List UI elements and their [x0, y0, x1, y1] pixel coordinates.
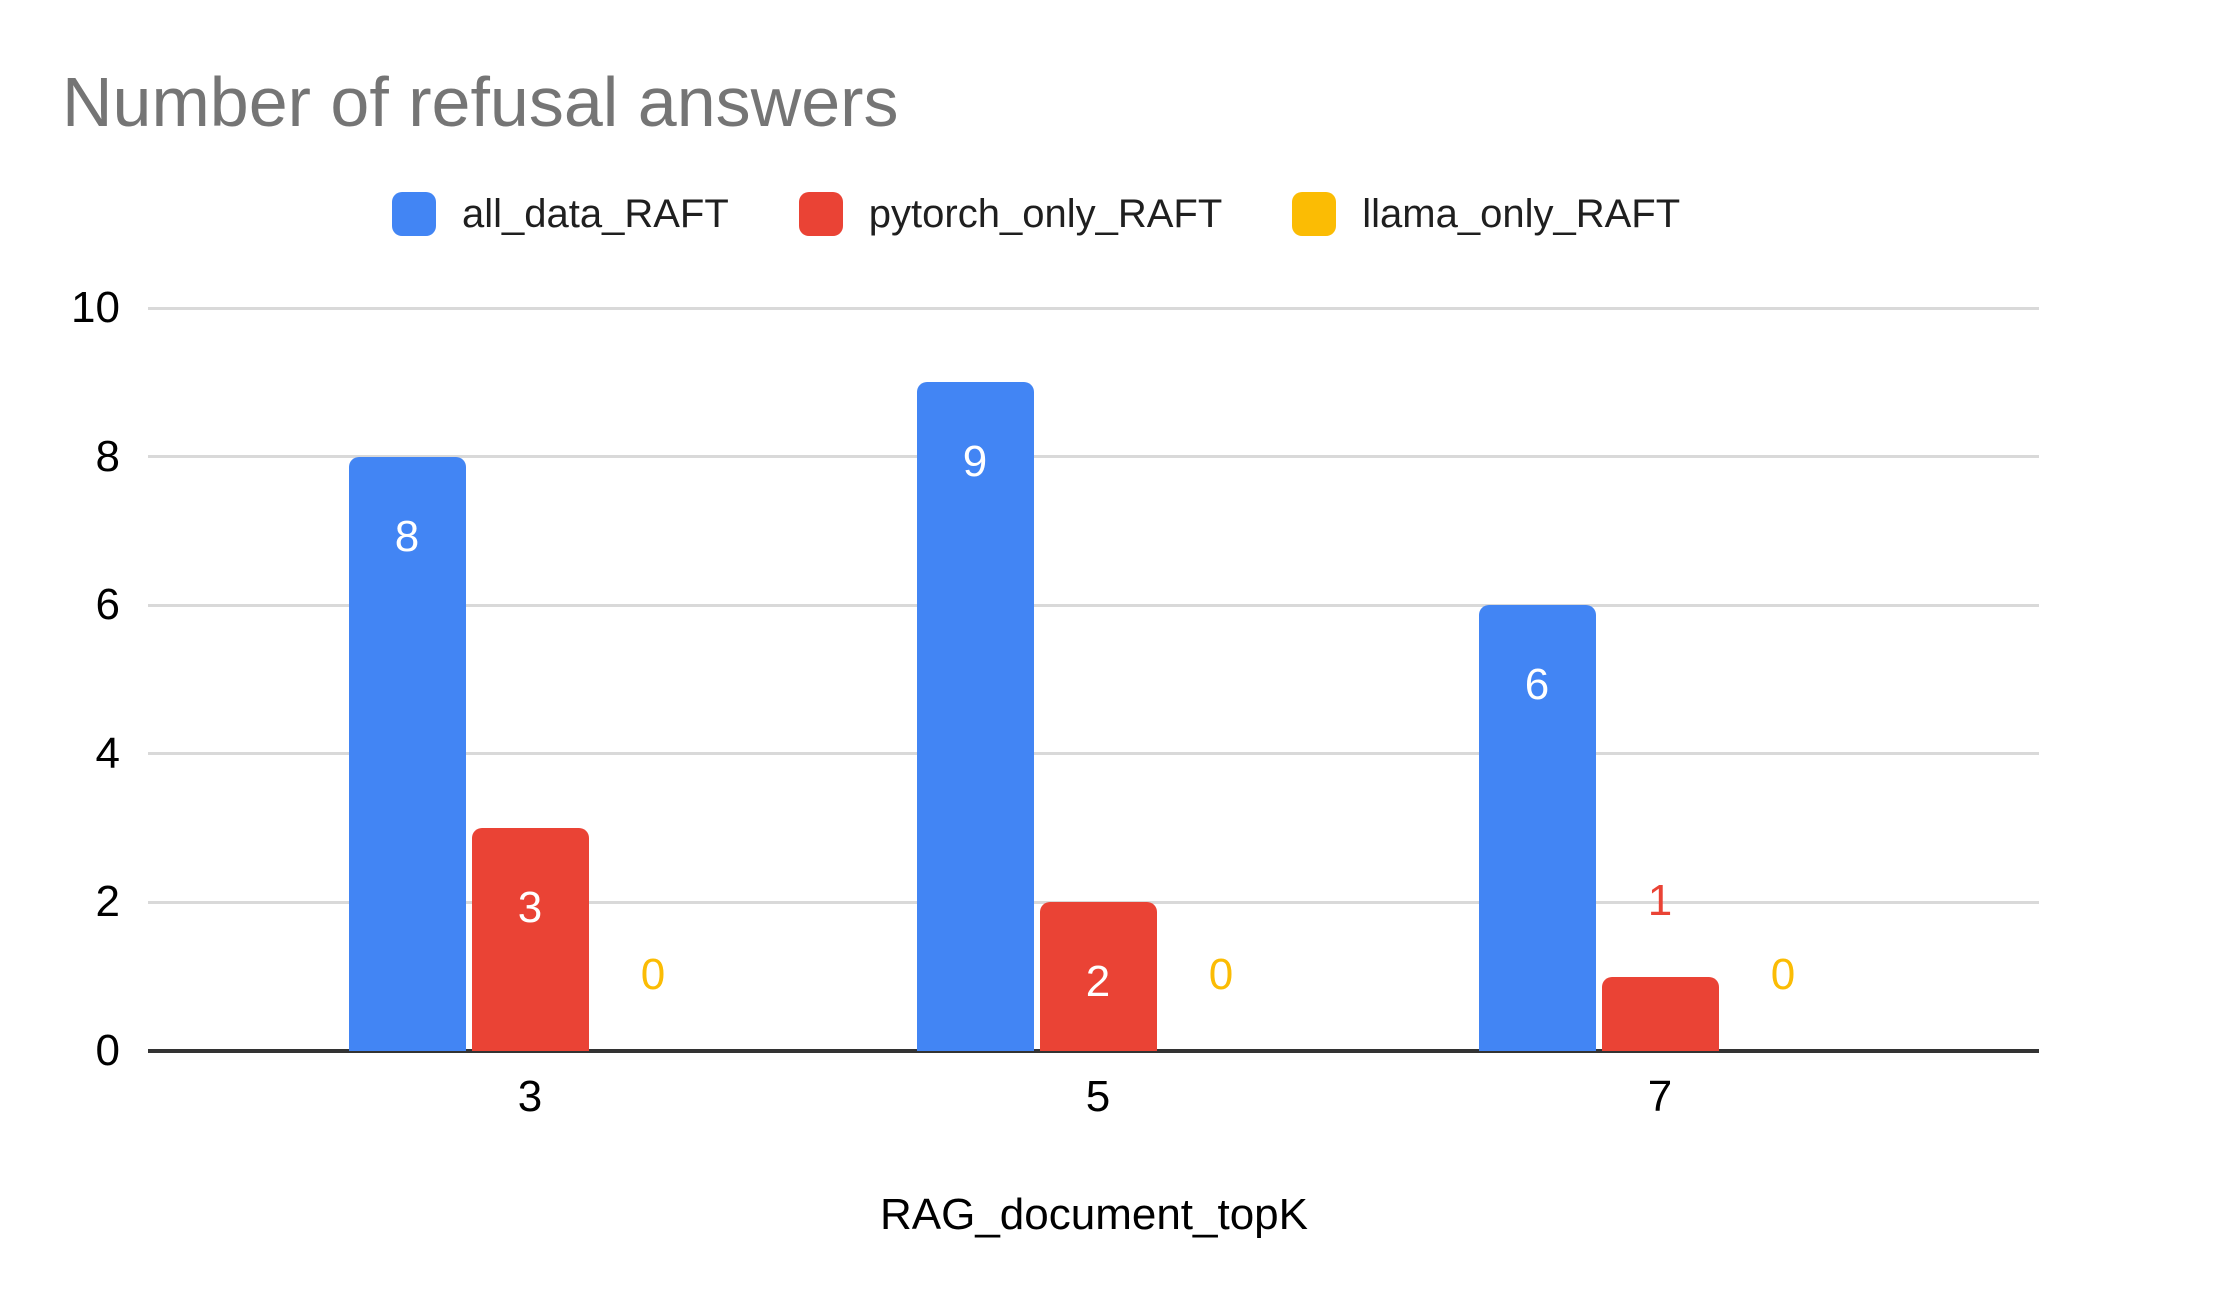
x-axis-title: RAG_document_topK	[879, 1190, 1309, 1239]
gridline	[148, 455, 2039, 459]
y-tick-label: 6	[95, 580, 120, 630]
legend-label: all_data_RAFT	[462, 192, 729, 236]
x-category-label: 5	[1085, 1072, 1111, 1121]
gridline	[148, 752, 2039, 756]
bar-value-label: 0	[640, 950, 666, 999]
bar-value-label: 0	[1208, 950, 1234, 999]
legend-swatch-icon	[798, 192, 843, 236]
legend-item-all_data_RAFT: all_data_RAFT	[392, 192, 729, 236]
legend-swatch-icon	[392, 192, 436, 236]
bar-all_data_RAFT-topk5	[916, 382, 1034, 1051]
bar-value-label: 0	[1770, 950, 1796, 999]
gridline	[148, 306, 2039, 310]
bar-value-label: 6	[1524, 660, 1550, 710]
gridline	[148, 603, 2039, 607]
bar-pytorch_only_RAFT-topk7	[1601, 976, 1719, 1051]
legend-item-llama_only_RAFT: llama_only_RAFT	[1292, 192, 1680, 236]
bar-pytorch_only_RAFT-topk5	[1039, 902, 1157, 1051]
y-tick-label: 4	[95, 728, 120, 778]
x-category-label: 3	[517, 1072, 543, 1121]
bar-all_data_RAFT-topk3	[348, 456, 466, 1051]
chart-legend: all_data_RAFT pytorch_only_RAFT llama_only…	[392, 192, 1680, 236]
y-tick-label: 10	[71, 283, 120, 332]
bar-value-label: 9	[962, 437, 988, 487]
x-category-label: 7	[1647, 1072, 1673, 1121]
chart-title: Number of refusal answers	[62, 63, 899, 141]
bar-value-label: 1	[1647, 875, 1673, 925]
bar-pytorch_only_RAFT-topk3	[471, 828, 589, 1051]
legend-swatch-icon	[1292, 192, 1337, 236]
bar-value-label: 8	[394, 511, 420, 561]
bar-value-label: 2	[1085, 957, 1111, 1007]
legend-label: pytorch_only_RAFT	[868, 192, 1223, 236]
y-tick-label: 0	[95, 1026, 120, 1075]
bar-value-label: 3	[517, 883, 543, 933]
y-tick-label: 8	[95, 431, 120, 481]
bar-all_data_RAFT-topk7	[1478, 605, 1596, 1051]
legend-item-pytorch_only_RAFT: pytorch_only_RAFT	[798, 192, 1223, 236]
x-axis-line	[148, 1049, 2039, 1053]
legend-label: llama_only_RAFT	[1362, 192, 1681, 236]
y-tick-label: 2	[95, 877, 120, 927]
